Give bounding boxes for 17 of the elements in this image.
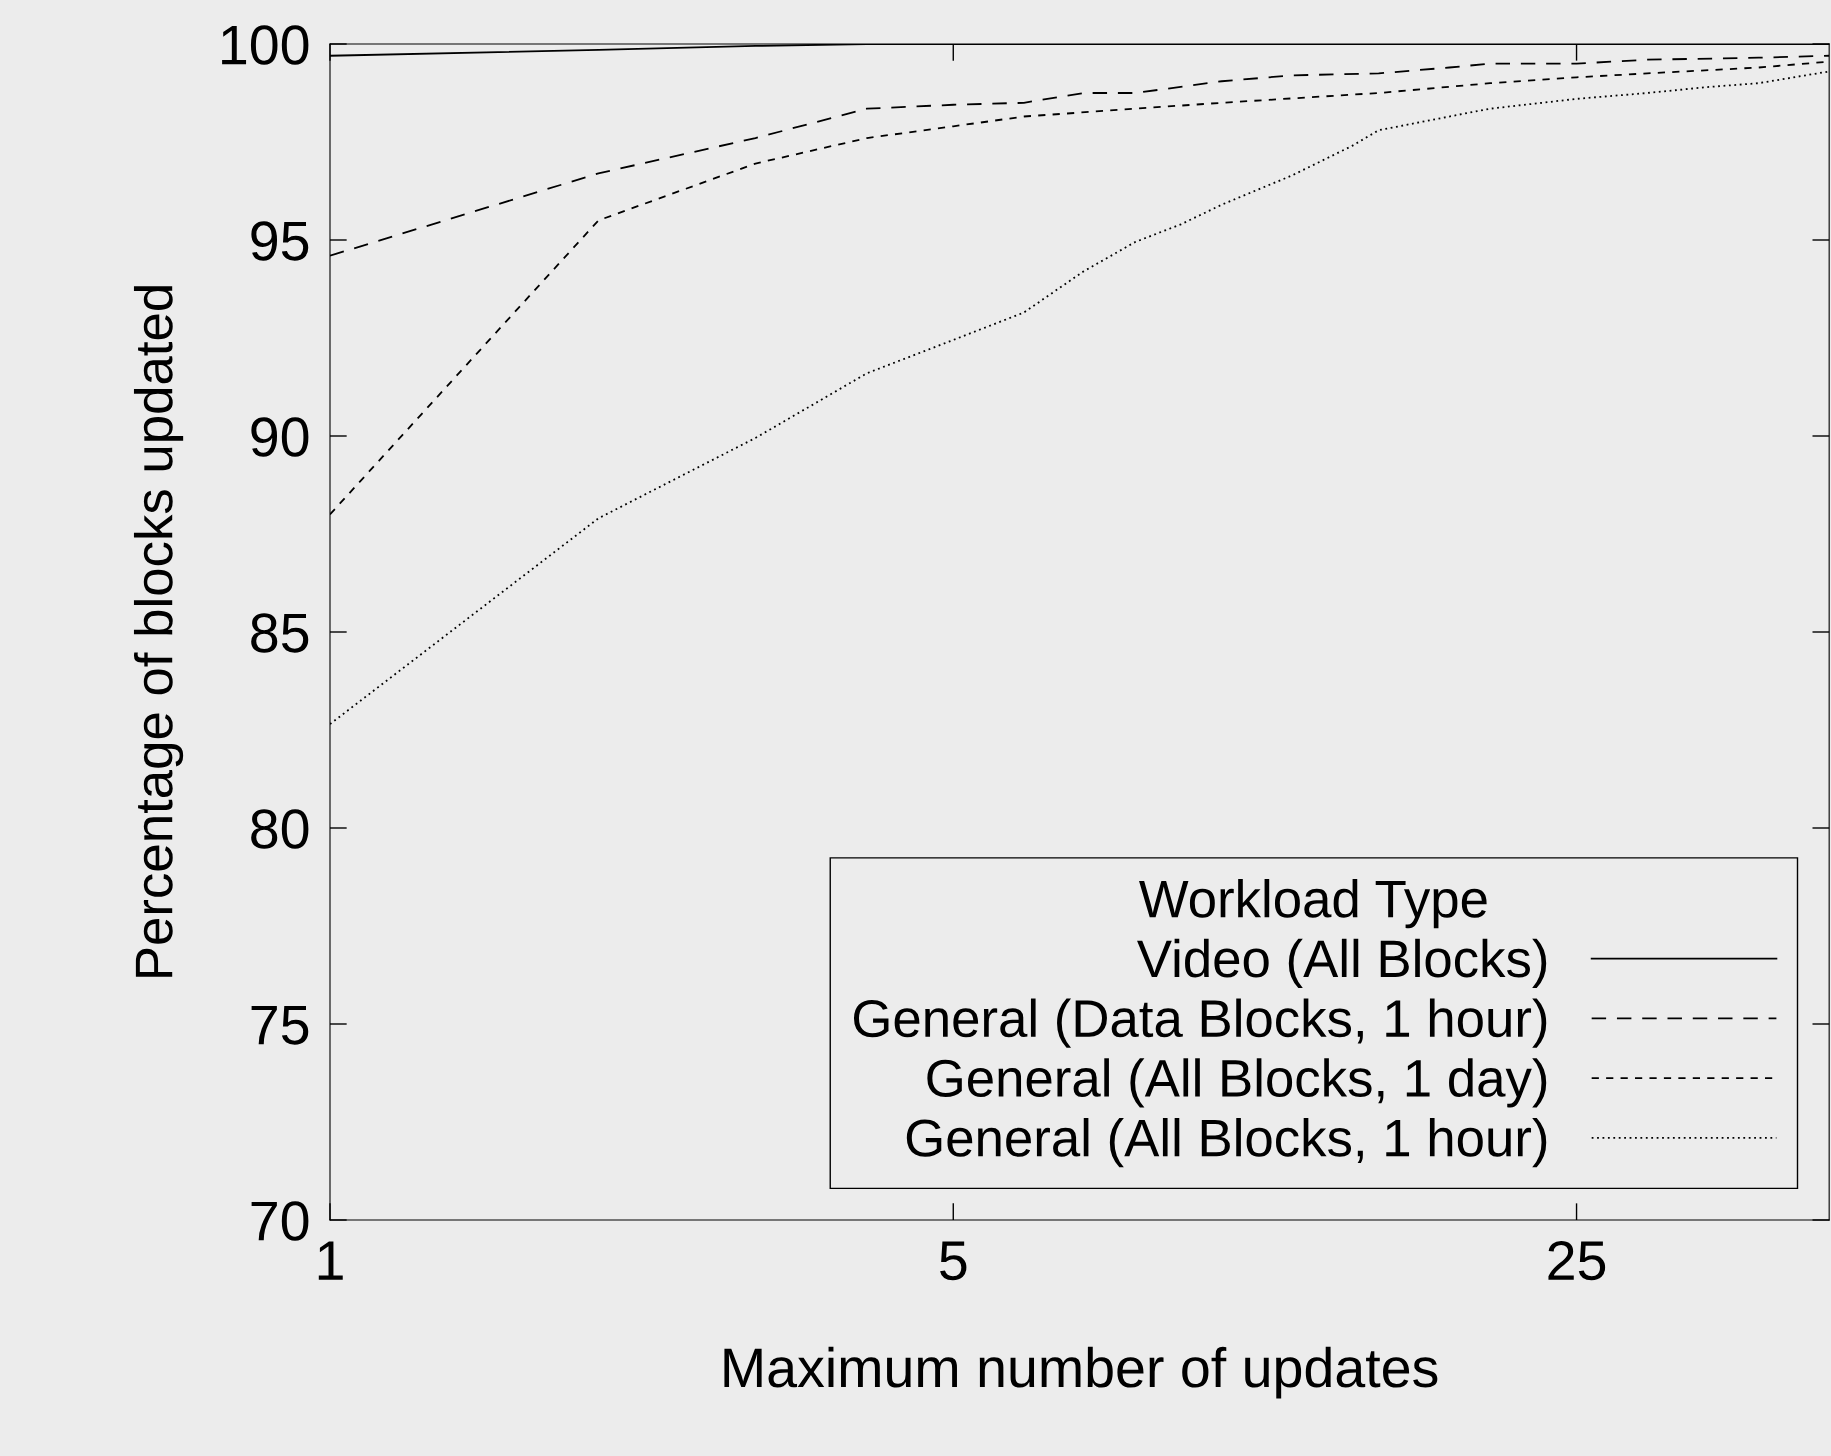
y-tick-label: 100: [222, 25, 309, 65]
legend-label: General (Data Blocks, 1 hour): [854, 998, 1547, 1048]
x-tick-label: 5: [940, 1241, 967, 1281]
y-tick-label: 95: [251, 221, 309, 261]
legend-label: General (All Blocks, 1 day): [927, 1058, 1547, 1108]
legend-label: Video (All Blocks): [1137, 938, 1547, 988]
y-tick-label: 90: [251, 417, 309, 457]
legend-label: General (All Blocks, 1 hour): [906, 1118, 1547, 1168]
y-tick-label: 75: [251, 1005, 309, 1045]
y-axis-title: Percentage of blocks updated: [133, 286, 184, 977]
y-tick-label: 80: [251, 809, 309, 849]
y-tick-label: 70: [251, 1201, 309, 1241]
x-axis-title: Maximum number of updates: [724, 1346, 1438, 1399]
y-tick-label: 85: [251, 613, 309, 653]
x-tick-label: 25: [1548, 1240, 1606, 1281]
legend-title: Workload Type: [1139, 879, 1487, 929]
x-tick-label: 1: [318, 1241, 343, 1280]
